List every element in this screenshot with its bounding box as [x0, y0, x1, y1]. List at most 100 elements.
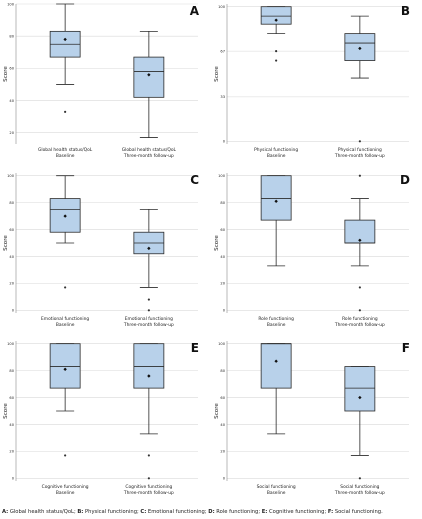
- box-group: [344, 366, 376, 480]
- x-category-sublabel: Baseline: [267, 322, 286, 328]
- mean-marker: [274, 18, 278, 22]
- panel-label: F: [402, 341, 410, 355]
- boxplot-panel-c: 0 20 40 60 80 100 Score C Emotional functioning B…: [2, 171, 202, 333]
- y-tick-label: 100: [218, 342, 226, 346]
- y-tick-label: 60: [9, 228, 14, 232]
- x-category-sublabel: Baseline: [267, 490, 286, 496]
- y-tick-label: 80: [9, 369, 14, 373]
- outlier-point: [64, 286, 67, 289]
- y-tick-label: 100: [7, 2, 15, 6]
- y-tick-label: 0: [223, 309, 226, 313]
- caption-key: C:: [140, 509, 147, 515]
- iqr-box: [260, 6, 292, 25]
- mean-marker: [358, 46, 362, 51]
- caption-text: Social functioning.: [333, 509, 383, 515]
- outlier-point: [64, 110, 67, 113]
- caption-key: B:: [77, 509, 84, 515]
- iqr-box: [133, 56, 165, 98]
- iqr-box: [260, 175, 292, 221]
- y-axis-label: Score: [3, 235, 9, 251]
- panel-label: B: [401, 4, 410, 18]
- y-tick-label: 40: [220, 423, 225, 427]
- y-tick-label: 20: [9, 282, 14, 286]
- panel-label: D: [400, 173, 410, 187]
- mean-marker: [358, 238, 362, 243]
- iqr-box: [133, 343, 165, 389]
- x-category-sublabel: Baseline: [267, 153, 286, 159]
- outlier-point: [147, 454, 150, 457]
- y-tick-label: 100: [7, 174, 15, 178]
- outlier-point: [147, 309, 150, 312]
- box-group: [133, 30, 165, 138]
- caption-key: E:: [261, 509, 268, 515]
- panel-label: E: [191, 341, 199, 355]
- caption-text: Physical functioning;: [83, 509, 141, 515]
- box-group: [133, 208, 165, 312]
- box-group: [49, 3, 81, 113]
- y-tick-label: 33: [220, 95, 225, 99]
- x-category-sublabel: Baseline: [56, 490, 75, 496]
- outlier-point: [275, 59, 278, 62]
- y-tick-label: 40: [9, 255, 14, 259]
- outlier-point: [275, 50, 278, 53]
- mean-marker: [63, 214, 67, 218]
- y-tick-label: 0: [12, 309, 15, 313]
- y-axis-label: Score: [214, 66, 220, 82]
- x-category-label: Emotional functioning: [125, 316, 173, 322]
- mean-marker: [63, 367, 67, 371]
- x-category-sublabel: Three-month follow-up: [123, 490, 174, 496]
- x-category-sublabel: Three-month follow-up: [334, 490, 385, 496]
- y-tick-label: 40: [9, 423, 14, 427]
- box-group: [49, 343, 81, 457]
- caption-text: Emotional functioning;: [146, 509, 209, 515]
- mean-marker: [274, 199, 278, 203]
- x-category-label: Cognitive functioning: [125, 484, 172, 490]
- caption-text: Cognitive functioning;: [267, 509, 328, 515]
- outlier-point: [358, 309, 361, 312]
- y-tick-label: 60: [9, 67, 14, 71]
- y-tick-label: 80: [220, 369, 225, 373]
- boxplot-panel-d: 0 20 40 60 80 100 Score D Role functioning Baseli…: [213, 171, 413, 333]
- y-axis-label: Score: [214, 235, 220, 251]
- boxplot-svg: 0 33 67 100 Score B Physical functioningBaseli…: [214, 4, 410, 159]
- x-category-sublabel: Baseline: [56, 322, 75, 328]
- y-tick-label: 20: [9, 450, 14, 454]
- box-group: [344, 174, 376, 312]
- y-tick-label: 40: [9, 99, 14, 103]
- outlier-point: [147, 477, 150, 480]
- y-axis-label: Score: [214, 403, 220, 419]
- y-tick-label: 80: [9, 34, 14, 38]
- y-tick-label: 100: [218, 5, 226, 9]
- box-group: [260, 343, 292, 435]
- y-tick-label: 100: [7, 342, 15, 346]
- x-category-sublabel: Three-month follow-up: [123, 322, 174, 328]
- y-tick-label: 0: [223, 140, 226, 144]
- y-tick-label: 60: [220, 396, 225, 400]
- y-tick-label: 0: [12, 477, 15, 481]
- x-category-label: Physical functioning: [254, 147, 298, 153]
- box-group: [260, 175, 292, 267]
- x-category-label: Social functioning: [340, 484, 379, 490]
- mean-marker: [147, 73, 151, 77]
- y-tick-label: 80: [9, 201, 14, 205]
- boxplot-panel-b: 0 33 67 100 Score B Physical functioning Baseli…: [213, 2, 413, 164]
- outlier-point: [358, 140, 361, 143]
- figure-caption: A: Global health status/QoL; B: Physical…: [2, 509, 422, 515]
- boxplot-svg: 20 40 60 80 100 Score A Global health status/Qo…: [3, 2, 200, 159]
- mean-marker: [63, 37, 67, 42]
- boxplot-panel-a: 20 40 60 80 100 Score A Global health status/Qo…: [2, 2, 202, 164]
- y-tick-label: 67: [220, 49, 225, 53]
- outlier-point: [64, 454, 67, 457]
- iqr-box: [344, 366, 376, 412]
- boxplot-panel-f: 0 20 40 60 80 100 Score F Social functioning Base…: [213, 339, 413, 501]
- box-group: [133, 343, 165, 480]
- panel-label: A: [190, 4, 200, 18]
- outlier-point: [358, 477, 361, 480]
- y-tick-label: 20: [220, 282, 225, 286]
- caption-key: D:: [208, 509, 215, 515]
- y-tick-label: 20: [220, 450, 225, 454]
- box-group: [49, 175, 81, 289]
- mean-marker: [147, 374, 151, 378]
